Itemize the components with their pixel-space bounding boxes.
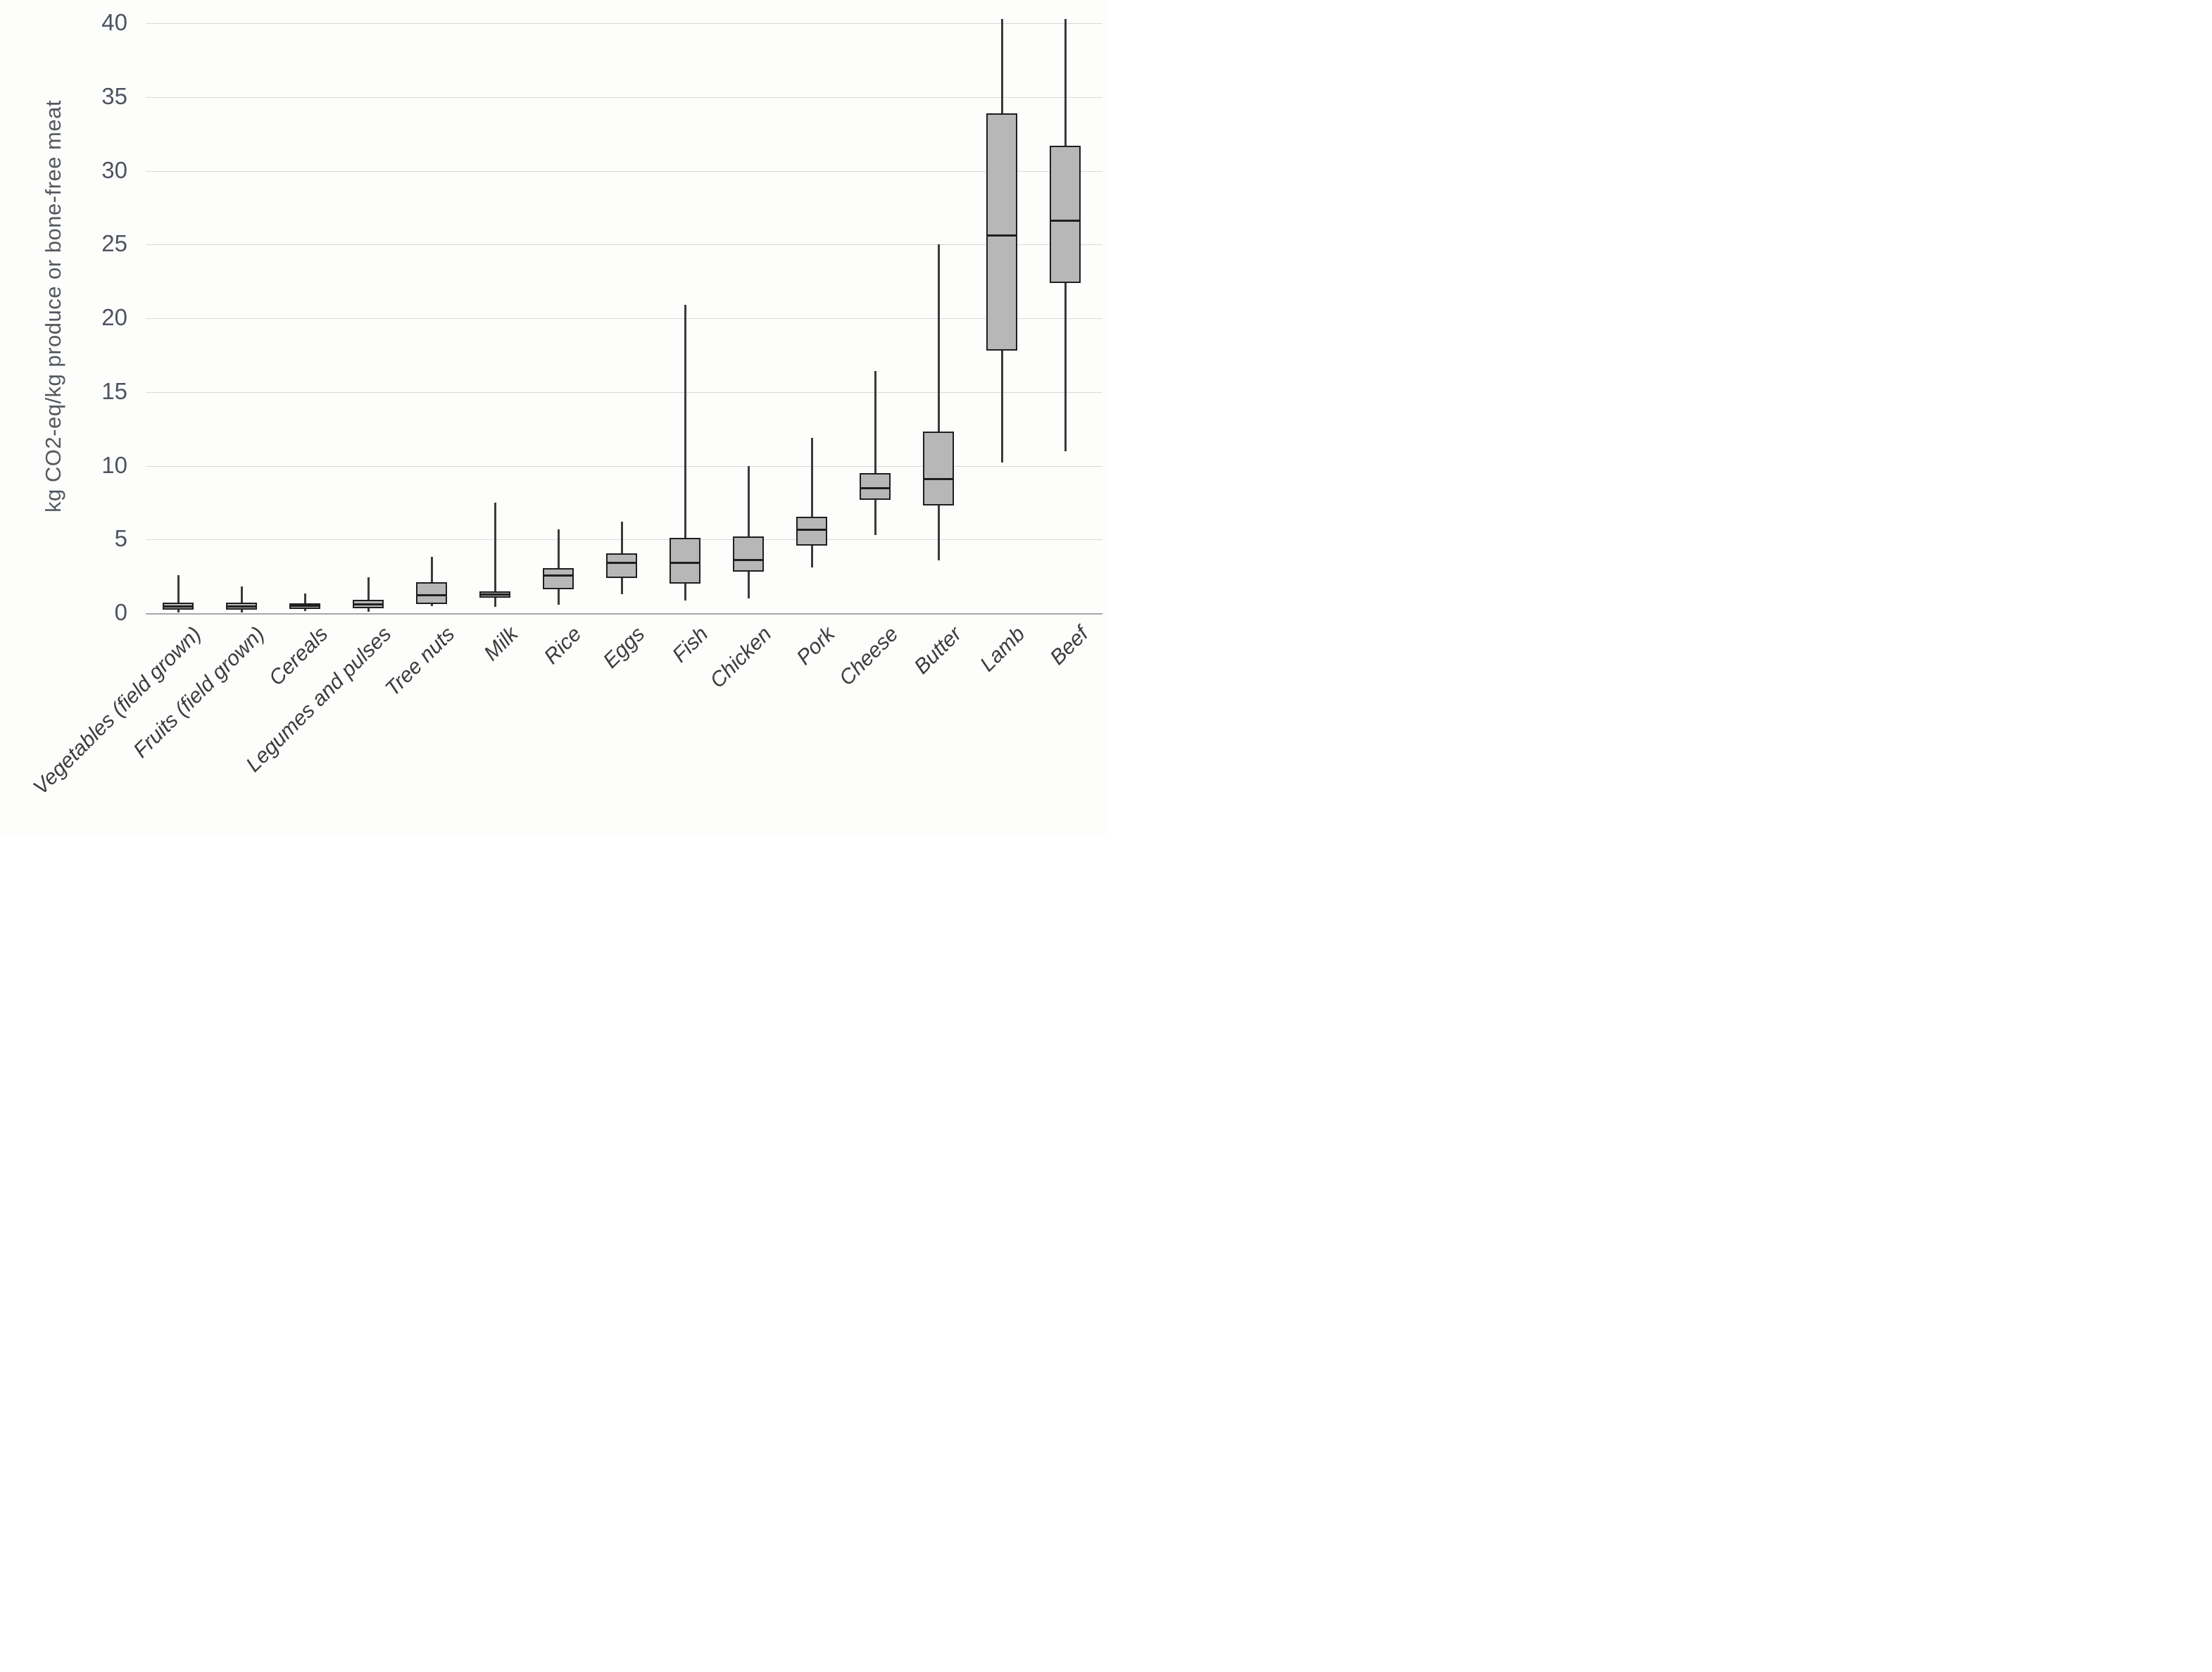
gridline — [146, 613, 1102, 615]
box — [796, 516, 827, 546]
median-line — [986, 234, 1017, 237]
median-line — [733, 559, 764, 562]
gridline — [146, 539, 1102, 541]
box — [733, 536, 764, 572]
median-line — [479, 593, 510, 596]
median-line — [606, 562, 637, 565]
y-tick-label: 35 — [101, 82, 127, 109]
whisker — [494, 502, 496, 607]
gridline — [146, 244, 1102, 246]
whisker — [684, 305, 686, 601]
gridline — [146, 96, 1102, 98]
median-line — [289, 605, 320, 608]
gridline — [146, 23, 1102, 24]
median-line — [416, 594, 447, 597]
median-line — [923, 477, 954, 480]
box — [543, 568, 574, 590]
y-tick-label: 0 — [114, 599, 127, 626]
whisker — [367, 577, 370, 612]
gridline — [146, 318, 1102, 319]
box — [606, 553, 637, 578]
median-line — [163, 605, 194, 608]
box — [986, 113, 1017, 351]
whisker — [557, 529, 560, 605]
whisker — [810, 437, 813, 568]
whisker — [747, 465, 750, 599]
box — [1050, 145, 1081, 283]
gridline — [146, 391, 1102, 393]
box — [670, 538, 700, 584]
whisker — [874, 371, 876, 535]
y-tick-label: 10 — [101, 451, 127, 478]
y-tick-label: 5 — [114, 525, 127, 552]
median-line — [860, 487, 891, 490]
whisker — [303, 593, 306, 611]
whisker — [177, 574, 180, 612]
y-tick-label: 15 — [101, 377, 127, 404]
median-line — [353, 603, 384, 605]
box — [860, 472, 891, 500]
whisker — [937, 244, 940, 560]
gridline — [146, 170, 1102, 172]
whisker — [240, 586, 243, 612]
median-line — [796, 529, 827, 532]
y-tick-label: 40 — [101, 9, 127, 36]
x-axis-label: Beef — [1045, 622, 1093, 670]
median-line — [1050, 220, 1081, 222]
median-line — [226, 605, 257, 608]
whisker — [430, 557, 433, 606]
gridline — [146, 465, 1102, 467]
median-line — [670, 562, 700, 565]
y-tick-label: 30 — [101, 156, 127, 183]
box — [416, 582, 447, 605]
y-tick-label: 25 — [101, 230, 127, 257]
median-line — [543, 574, 574, 577]
boxplot-figure: kg CO2-eq/kg produce or bone-free meat 0… — [0, 0, 1106, 836]
box — [923, 432, 954, 506]
y-tick-label: 20 — [101, 304, 127, 331]
